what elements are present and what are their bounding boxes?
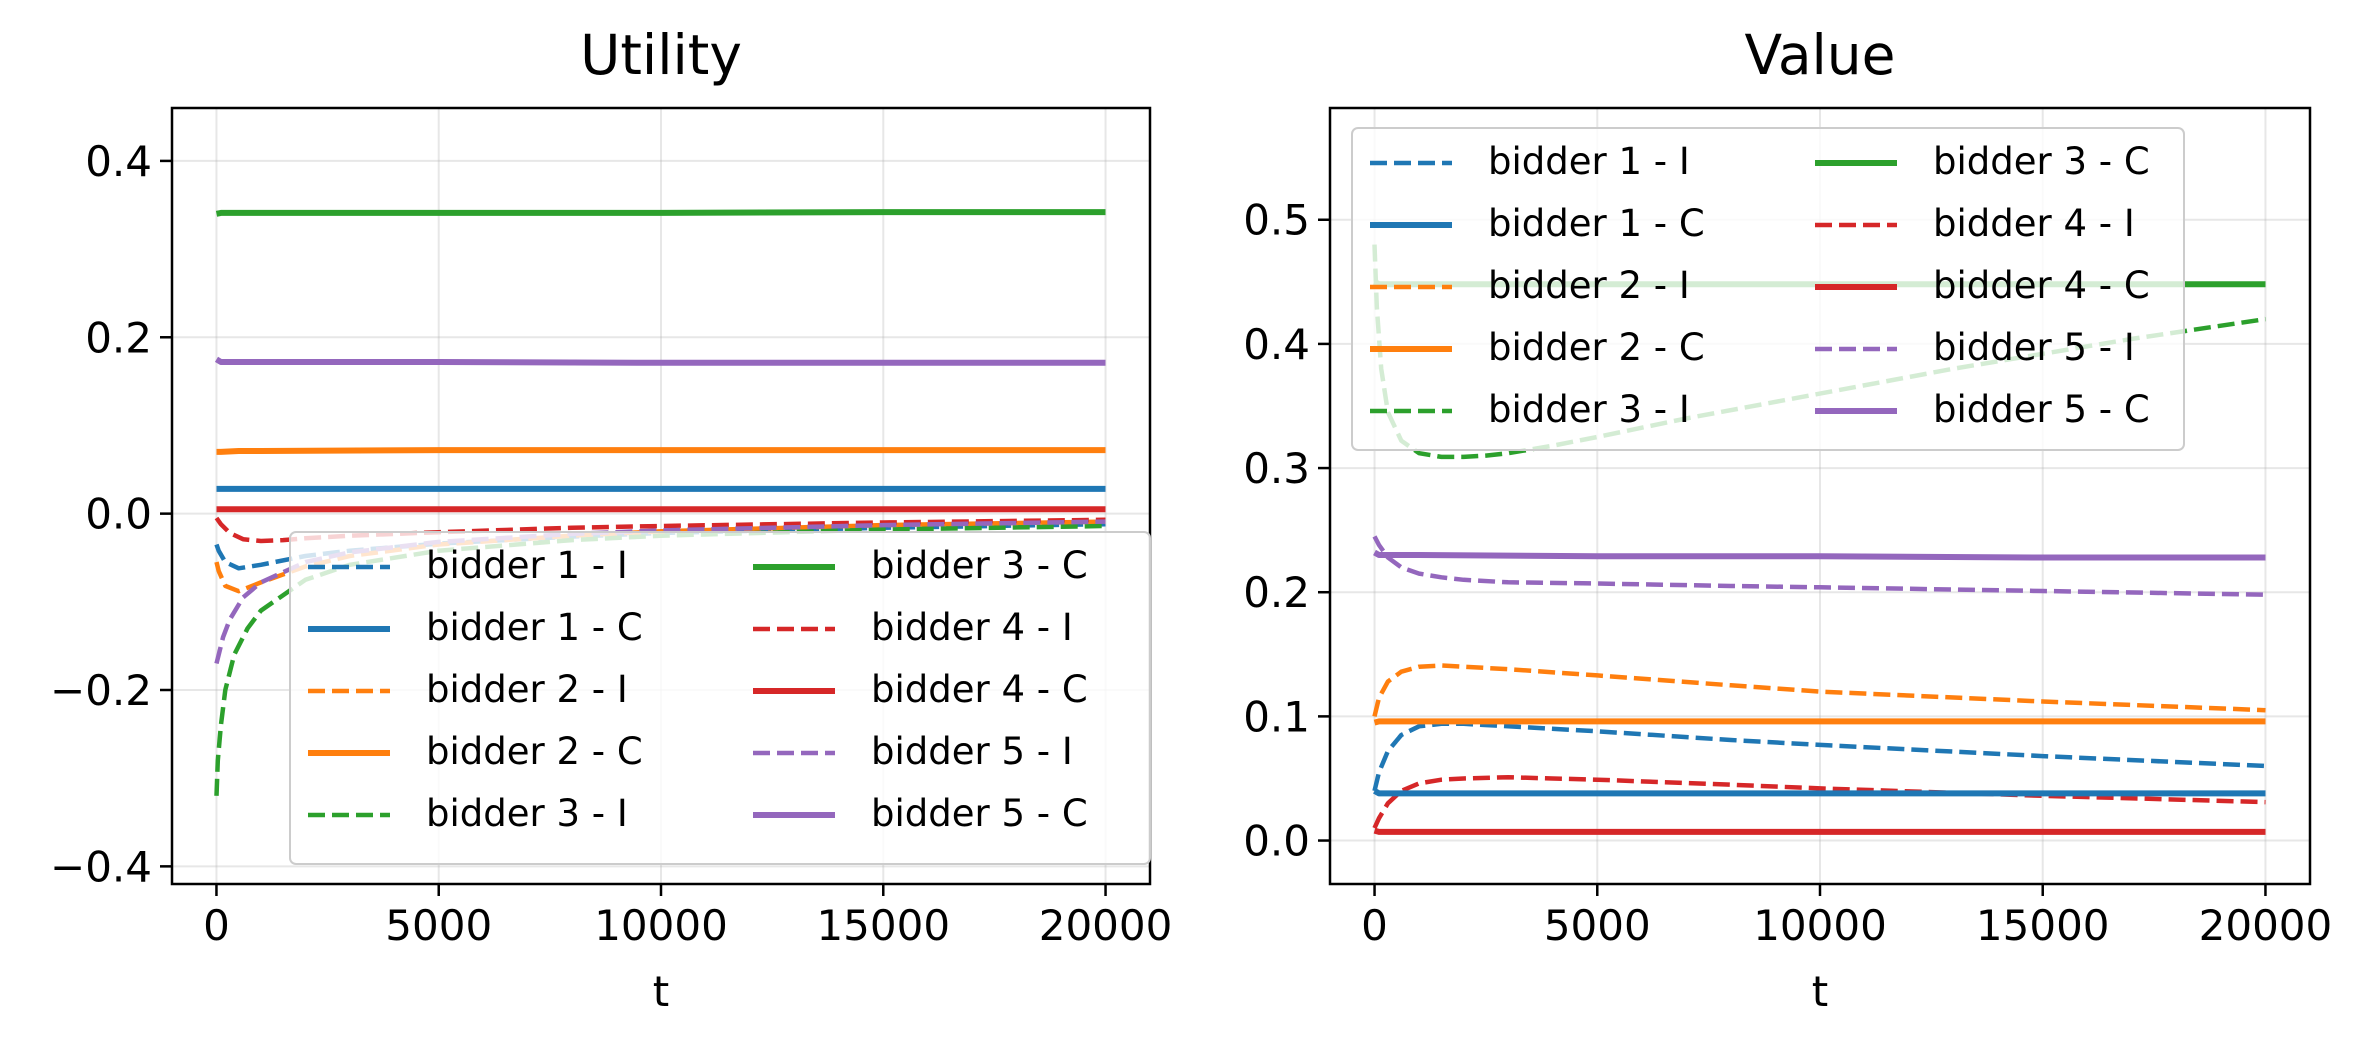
- utility-title: Utility: [580, 23, 742, 87]
- value-series-bidder-4-i: [1372, 774, 2266, 830]
- value-legend-label-bidder-4-c: bidder 4 - C: [1933, 264, 2150, 307]
- value-x-tick-label-1: 5000: [1544, 901, 1651, 950]
- utility-legend-label-bidder-4-c: bidder 4 - C: [871, 668, 1088, 711]
- utility-x-tick-label-3: 15000: [816, 901, 950, 950]
- utility-x-tick-label-0: 0: [203, 901, 230, 950]
- utility-legend: bidder 1 - I bidder 1 - C bidder 2 - I bidd…: [289, 531, 1151, 865]
- utility-series-bidder-5-c: [214, 356, 1106, 366]
- value-series-bidder-4-c: [1373, 827, 2266, 835]
- utility-series-bidder-3-i: [214, 523, 1106, 796]
- value-y-tick-label-0: 0.0: [1243, 817, 1310, 866]
- utility-x-tick-label-2: 10000: [594, 901, 728, 950]
- utility-legend-label-bidder-5-c: bidder 5 - C: [871, 792, 1088, 835]
- value-panel: 0 5000 10000 15000 20000 0.0 0.1 0.2 0.3 0.4 0.5 Va…: [1243, 23, 2332, 1016]
- value-y-tick-label-4: 0.4: [1243, 320, 1310, 369]
- value-x-tick-label-0: 0: [1361, 901, 1388, 950]
- utility-y-tick-label-4: 0.4: [85, 137, 152, 186]
- value-legend: bidder 1 - I bidder 1 - C bidder 2 - I bidd…: [1351, 127, 2185, 451]
- utility-y-tick-label-0: −0.4: [50, 842, 152, 891]
- value-y-tick-label-3: 0.3: [1243, 444, 1310, 493]
- value-legend-label-bidder-2-c: bidder 2 - C: [1488, 326, 1705, 369]
- value-title: Value: [1744, 23, 1895, 87]
- utility-x-tick-label-1: 5000: [385, 901, 492, 950]
- value-series-bidder-2-i: [1372, 663, 2266, 717]
- utility-legend-label-bidder-2-c: bidder 2 - C: [426, 730, 643, 773]
- utility-legend-label-bidder-5-i: bidder 5 - I: [871, 730, 1073, 773]
- value-x-axis-label: t: [1812, 967, 1828, 1016]
- value-legend-label-bidder-1-c: bidder 1 - C: [1488, 202, 1705, 245]
- utility-legend-label-bidder-2-i: bidder 2 - I: [426, 668, 628, 711]
- utility-series-bidder-2-c: [216, 447, 1106, 455]
- value-legend-label-bidder-5-i: bidder 5 - I: [1933, 326, 2135, 369]
- utility-legend-label-bidder-3-c: bidder 3 - C: [871, 544, 1088, 587]
- utility-legend-label-bidder-3-i: bidder 3 - I: [426, 792, 628, 835]
- utility-x-axis-label: t: [653, 967, 669, 1016]
- value-legend-label-bidder-5-c: bidder 5 - C: [1933, 388, 2150, 431]
- value-y-tick-label-5: 0.5: [1243, 196, 1310, 245]
- utility-series-bidder-3-c: [215, 209, 1106, 217]
- utility-panel: 0 5000 10000 15000 20000 −0.4 −0.2 0.0 0.2 0.4 Uti…: [50, 23, 1172, 1016]
- value-legend-label-bidder-2-i: bidder 2 - I: [1488, 264, 1690, 307]
- value-legend-label-bidder-3-c: bidder 3 - C: [1933, 140, 2150, 183]
- value-y-tick-label-2: 0.2: [1243, 568, 1310, 617]
- value-x-tick-label-3: 15000: [1976, 901, 2110, 950]
- value-series-bidder-5-c: [1373, 549, 2266, 561]
- value-legend-label-bidder-3-i: bidder 3 - I: [1488, 388, 1690, 431]
- utility-legend-label-bidder-4-i: bidder 4 - I: [871, 606, 1073, 649]
- value-series-bidder-1-c: [1373, 788, 2266, 797]
- value-series-bidder-2-c: [1373, 718, 2266, 726]
- utility-legend-label-bidder-1-c: bidder 1 - C: [426, 606, 643, 649]
- utility-legend-box: [289, 531, 1151, 865]
- value-x-tick-label-4: 20000: [2199, 901, 2333, 950]
- value-y-tick-label-1: 0.1: [1243, 692, 1310, 741]
- value-x-tick-label-2: 10000: [1753, 901, 1887, 950]
- utility-legend-label-bidder-1-i: bidder 1 - I: [426, 544, 628, 587]
- utility-y-tick-label-2: 0.0: [85, 490, 152, 539]
- utility-y-tick-label-3: 0.2: [85, 313, 152, 362]
- value-legend-box: [1351, 127, 2185, 451]
- value-legend-label-bidder-1-i: bidder 1 - I: [1488, 140, 1690, 183]
- value-legend-label-bidder-4-i: bidder 4 - I: [1933, 202, 2135, 245]
- utility-x-tick-label-4: 20000: [1039, 901, 1173, 950]
- utility-y-tick-label-1: −0.2: [50, 666, 152, 715]
